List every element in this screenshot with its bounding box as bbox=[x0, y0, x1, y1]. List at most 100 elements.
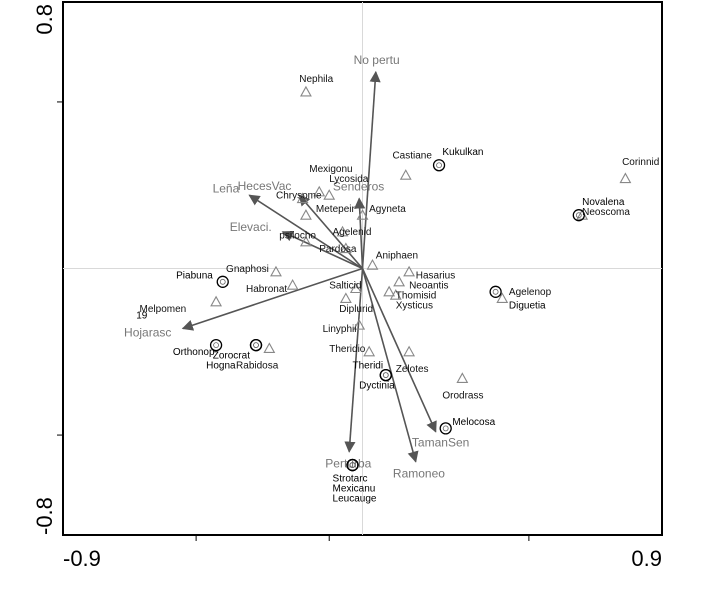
environment-vector-label: Senderos bbox=[333, 180, 384, 194]
species-triangle-marker bbox=[263, 342, 276, 353]
environment-vector-arrow bbox=[361, 268, 419, 463]
y-axis-max-tick-label: 0.8 bbox=[32, 4, 57, 35]
sample-site-inner-marker bbox=[492, 288, 499, 295]
species-label: psilocho bbox=[279, 231, 316, 242]
species-label: Habronat bbox=[246, 284, 287, 295]
sample-site-inner-marker bbox=[382, 372, 389, 379]
sample-site-label: Orthonop bbox=[173, 347, 215, 358]
species-triangle-marker bbox=[339, 242, 352, 254]
species-label: Zelotes bbox=[396, 364, 429, 375]
sample-site-label: Hogna bbox=[206, 360, 236, 371]
species-triangle-marker bbox=[393, 275, 406, 287]
environment-vector-arrow bbox=[281, 230, 363, 270]
environment-vector-label: Ramoneo bbox=[393, 466, 445, 480]
sample-site-label: Dyctinia bbox=[359, 380, 395, 391]
species-triangle-marker bbox=[339, 292, 352, 304]
species-label: Salticid bbox=[329, 280, 361, 291]
species-triangle-marker bbox=[619, 172, 632, 184]
species-label: Xysticus bbox=[396, 300, 433, 311]
sample-site-inner-marker bbox=[219, 278, 226, 285]
environment-vector-label: Perturba bbox=[325, 457, 371, 471]
sample-site-circle-marker bbox=[572, 209, 585, 222]
species-label: Linyphii bbox=[323, 324, 357, 335]
species-label: Orodrass bbox=[442, 390, 483, 401]
sample-site-inner-marker bbox=[442, 425, 449, 432]
environment-vectors: No pertu HecesVac Senderos Leña Elevaci. Hoja… bbox=[124, 53, 469, 480]
species-label: Melpomen bbox=[140, 304, 187, 315]
sample-site-circle-marker bbox=[379, 368, 392, 382]
sample-site-label: Zorocrat bbox=[213, 350, 250, 361]
y-axis-min-tick-label: -0.8 bbox=[32, 497, 57, 535]
sample-site-circle-marker bbox=[346, 458, 359, 472]
species-label: Rabidosa bbox=[236, 360, 279, 371]
sample-site-label: Kukulkan bbox=[442, 147, 483, 158]
sample-site-label: Novalena bbox=[582, 197, 625, 208]
species-triangle-marker bbox=[270, 265, 282, 277]
environment-vector-label: HecesVac bbox=[238, 179, 292, 193]
environment-vector-arrow bbox=[298, 194, 364, 270]
species-label: Castiane bbox=[392, 151, 432, 162]
species-triangle-marker bbox=[356, 209, 369, 220]
species-label: Corinnid bbox=[622, 157, 659, 168]
x-axis-max-tick-label: 0.9 bbox=[631, 546, 662, 571]
species-label: Mexigonu bbox=[309, 164, 352, 175]
environment-vector-arrow bbox=[354, 197, 366, 269]
species-triangle-marker bbox=[353, 318, 366, 330]
species-triangle-marker bbox=[403, 345, 416, 357]
sample-site-inner-marker bbox=[349, 462, 356, 468]
species-triangle-marker bbox=[313, 185, 326, 197]
species-triangle-marker bbox=[383, 285, 396, 297]
sample-site-circle-marker bbox=[439, 422, 452, 435]
environment-vector-label: Elevaci. bbox=[230, 220, 272, 234]
sample-site-inner-marker bbox=[253, 342, 259, 349]
species-label: Thomisid bbox=[396, 290, 437, 301]
sample-site-circle-marker bbox=[489, 285, 502, 298]
sample-site-label: Strotarc bbox=[333, 474, 368, 485]
species-triangle-marker bbox=[210, 295, 223, 307]
species-triangle-marker bbox=[299, 85, 312, 97]
species-triangle-marker bbox=[286, 279, 299, 290]
environment-vector-label: Leña bbox=[213, 182, 240, 196]
sample-site-label: Diguetia bbox=[509, 300, 546, 311]
x-axis-min-tick-label: -0.9 bbox=[63, 546, 101, 571]
species-label: Agyneta bbox=[369, 204, 406, 215]
environment-vector-label: TamanSen bbox=[412, 436, 469, 450]
species-triangle-marker bbox=[403, 265, 416, 277]
sample-site-label: Theridi bbox=[353, 360, 384, 371]
species-label: Aniphaen bbox=[376, 251, 418, 262]
sample-site-label: Mexicanu bbox=[333, 484, 376, 495]
sample-site-circle-marker bbox=[432, 159, 446, 172]
species-label: Agelenop bbox=[509, 287, 552, 298]
species-label: Neoscoma bbox=[582, 207, 630, 218]
environment-vector-arrow bbox=[181, 267, 363, 331]
species-triangle-marker bbox=[366, 259, 379, 270]
extra-point-label: 19 bbox=[136, 310, 148, 321]
environment-vector-arrow bbox=[248, 194, 363, 270]
sample-site-label: Melocosa bbox=[452, 417, 495, 428]
sample-site-points bbox=[209, 159, 585, 472]
environment-vector-label: Hojarasc bbox=[124, 325, 171, 339]
species-label: Agelenid bbox=[333, 227, 372, 238]
species-triangle-marker bbox=[349, 282, 362, 294]
sample-site-inner-marker bbox=[436, 162, 442, 169]
sample-site-label: Leucauge bbox=[333, 494, 377, 505]
sample-site-inner-marker bbox=[575, 212, 582, 219]
species-triangle-marker bbox=[299, 209, 312, 220]
species-triangle-marker bbox=[296, 192, 309, 204]
axis-ticks bbox=[57, 101, 530, 541]
species-triangle-marker bbox=[323, 189, 336, 200]
environment-vector-arrow bbox=[361, 268, 437, 433]
environment-vector-arrow bbox=[361, 70, 381, 269]
sample-site-circle-marker bbox=[216, 275, 229, 288]
sample-site-inner-marker bbox=[213, 342, 219, 349]
species-triangle-marker bbox=[496, 292, 509, 304]
species-label: Nephila bbox=[299, 74, 333, 85]
species-label: Theridio bbox=[329, 344, 366, 355]
sample-site-circle-marker bbox=[249, 338, 263, 352]
species-label: Pardosa bbox=[319, 244, 357, 255]
species-points bbox=[210, 85, 632, 383]
species-label: Diplurid bbox=[339, 304, 373, 315]
species-label: Lycosida bbox=[329, 174, 369, 185]
